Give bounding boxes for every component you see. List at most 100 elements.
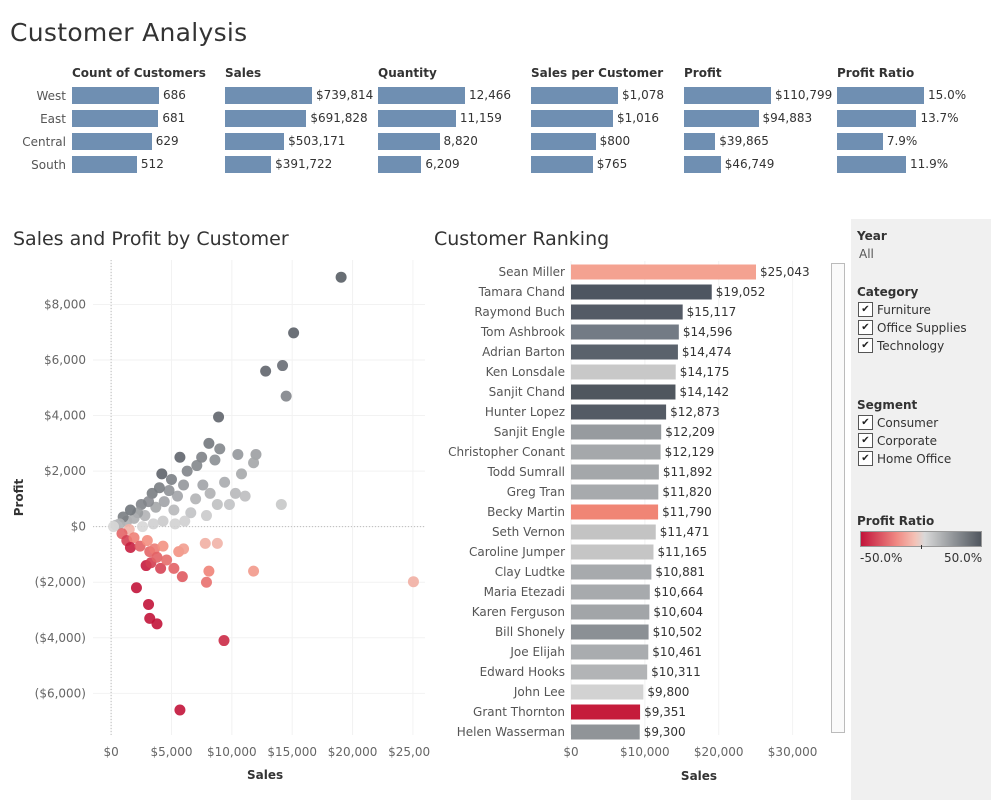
ranking-bar[interactable] bbox=[571, 404, 667, 420]
kpi-bar[interactable] bbox=[378, 156, 422, 173]
scatter-chart[interactable]: $0 $5,000 $10,000 $15,000 $20,000 $25,000 ($6,… bbox=[0, 255, 430, 800]
checkbox-checked-icon[interactable]: ✔ bbox=[858, 415, 873, 430]
ranking-bar[interactable] bbox=[571, 384, 676, 400]
scatter-point[interactable] bbox=[203, 437, 215, 449]
ranking-bar[interactable] bbox=[571, 544, 654, 560]
scatter-point[interactable] bbox=[211, 537, 223, 549]
ranking-chart[interactable]: $0 $10,000 $20,000 $30,000 Sales Sean Miller $… bbox=[430, 255, 830, 800]
ranking-bar[interactable] bbox=[571, 624, 649, 640]
checkbox-checked-icon[interactable]: ✔ bbox=[858, 338, 873, 353]
scatter-point[interactable] bbox=[277, 360, 289, 372]
scatter-point[interactable] bbox=[248, 565, 260, 577]
kpi-bar[interactable] bbox=[378, 87, 465, 104]
scatter-point[interactable] bbox=[179, 515, 191, 527]
ranking-bar[interactable] bbox=[571, 284, 712, 300]
scatter-point[interactable] bbox=[197, 479, 209, 491]
scatter-point[interactable] bbox=[250, 448, 262, 460]
kpi-bar[interactable] bbox=[225, 133, 285, 150]
kpi-bar[interactable] bbox=[72, 133, 152, 150]
scatter-point[interactable] bbox=[235, 468, 247, 480]
ranking-bar[interactable] bbox=[571, 364, 676, 380]
scatter-point[interactable] bbox=[191, 460, 203, 472]
kpi-bar[interactable] bbox=[837, 110, 917, 127]
ranking-bar[interactable] bbox=[571, 704, 641, 720]
scatter-point[interactable] bbox=[181, 465, 193, 477]
kpi-bar[interactable] bbox=[378, 133, 440, 150]
scatter-point[interactable] bbox=[223, 498, 235, 510]
checkbox-checked-icon[interactable]: ✔ bbox=[858, 302, 873, 317]
scatter-point[interactable] bbox=[124, 542, 136, 553]
ranking-bar[interactable] bbox=[571, 344, 678, 360]
scatter-point[interactable] bbox=[219, 476, 231, 488]
scatter-point[interactable] bbox=[239, 490, 251, 502]
ranking-bar[interactable] bbox=[571, 324, 679, 340]
scatter-point[interactable] bbox=[176, 571, 188, 583]
scatter-point[interactable] bbox=[200, 576, 212, 588]
scatter-point[interactable] bbox=[275, 498, 287, 510]
ranking-bar[interactable] bbox=[571, 724, 640, 740]
scatter-point[interactable] bbox=[165, 473, 177, 485]
scatter-point[interactable] bbox=[288, 327, 300, 339]
scatter-point[interactable] bbox=[218, 635, 230, 647]
scatter-point[interactable] bbox=[157, 540, 169, 552]
kpi-bar[interactable] bbox=[837, 87, 924, 104]
scatter-point[interactable] bbox=[229, 487, 241, 499]
scatter-point[interactable] bbox=[130, 582, 142, 594]
segment-option-corporate[interactable]: ✔ Corporate bbox=[858, 432, 937, 449]
kpi-bar[interactable] bbox=[72, 87, 159, 104]
ranking-bar[interactable] bbox=[571, 264, 756, 280]
scatter-point[interactable] bbox=[146, 487, 158, 499]
scatter-point[interactable] bbox=[172, 490, 184, 502]
kpi-bar[interactable] bbox=[225, 156, 272, 173]
scatter-point[interactable] bbox=[407, 576, 419, 588]
scatter-point[interactable] bbox=[108, 521, 120, 533]
scatter-point[interactable] bbox=[190, 493, 202, 505]
ranking-bar[interactable] bbox=[571, 684, 644, 700]
kpi-bar[interactable] bbox=[837, 156, 907, 173]
scatter-point[interactable] bbox=[200, 510, 212, 522]
kpi-bar[interactable] bbox=[531, 133, 596, 150]
scatter-point[interactable] bbox=[168, 562, 180, 574]
kpi-bar[interactable] bbox=[72, 156, 137, 173]
scatter-point[interactable] bbox=[280, 390, 292, 402]
scatter-point[interactable] bbox=[260, 365, 272, 377]
scatter-point[interactable] bbox=[214, 443, 226, 455]
scatter-point[interactable] bbox=[199, 537, 211, 549]
scatter-point[interactable] bbox=[135, 498, 147, 510]
scatter-point[interactable] bbox=[147, 518, 159, 530]
scatter-point[interactable] bbox=[203, 565, 215, 577]
scatter-point[interactable] bbox=[174, 704, 186, 716]
year-filter-value[interactable]: All bbox=[859, 247, 874, 261]
ranking-bar[interactable] bbox=[571, 424, 662, 440]
segment-option-home-office[interactable]: ✔ Home Office bbox=[858, 450, 951, 467]
kpi-bar[interactable] bbox=[531, 87, 618, 104]
checkbox-checked-icon[interactable]: ✔ bbox=[858, 320, 873, 335]
scatter-point[interactable] bbox=[248, 457, 260, 469]
scatter-point[interactable] bbox=[158, 496, 170, 508]
checkbox-checked-icon[interactable]: ✔ bbox=[858, 433, 873, 448]
scatter-point[interactable] bbox=[124, 504, 136, 516]
scatter-point[interactable] bbox=[156, 468, 168, 480]
ranking-bar[interactable] bbox=[571, 524, 656, 540]
scatter-point[interactable] bbox=[204, 487, 216, 499]
ranking-bar[interactable] bbox=[571, 504, 659, 520]
kpi-bar[interactable] bbox=[531, 156, 593, 173]
scatter-point[interactable] bbox=[213, 411, 225, 423]
kpi-bar[interactable] bbox=[684, 87, 771, 104]
ranking-bar[interactable] bbox=[571, 644, 649, 660]
scatter-point[interactable] bbox=[155, 562, 167, 574]
checkbox-checked-icon[interactable]: ✔ bbox=[858, 451, 873, 466]
scatter-point[interactable] bbox=[161, 554, 173, 566]
kpi-bar[interactable] bbox=[684, 156, 721, 173]
ranking-bar[interactable] bbox=[571, 304, 683, 320]
scatter-point[interactable] bbox=[178, 543, 190, 555]
ranking-bar[interactable] bbox=[571, 664, 648, 680]
scatter-point[interactable] bbox=[168, 504, 180, 516]
ranking-bar[interactable] bbox=[571, 584, 650, 600]
scatter-point[interactable] bbox=[151, 618, 163, 630]
scatter-point[interactable] bbox=[209, 454, 221, 466]
kpi-bar[interactable] bbox=[684, 133, 716, 150]
scatter-point[interactable] bbox=[232, 448, 244, 460]
segment-option-consumer[interactable]: ✔ Consumer bbox=[858, 414, 938, 431]
scatter-point[interactable] bbox=[157, 515, 169, 527]
